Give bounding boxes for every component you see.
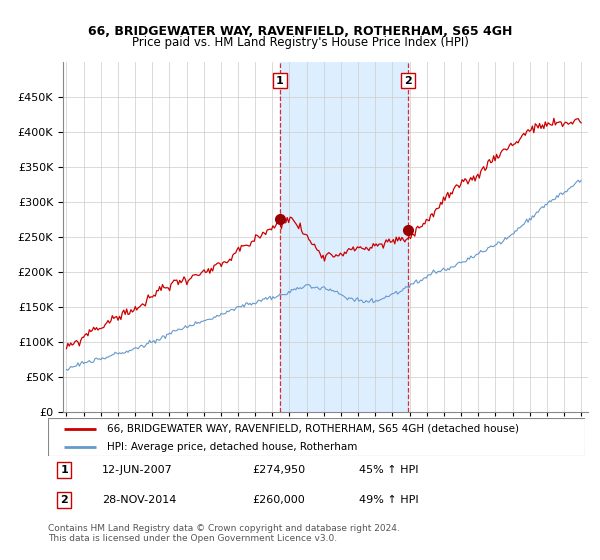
Bar	[280, 62, 408, 412]
Text: 2: 2	[60, 496, 68, 505]
Text: 66, BRIDGEWATER WAY, RAVENFIELD, ROTHERHAM, S65 4GH: 66, BRIDGEWATER WAY, RAVENFIELD, ROTHERH…	[88, 25, 512, 38]
Text: £274,950: £274,950	[252, 465, 305, 475]
Text: Contains HM Land Registry data © Crown copyright and database right 2024.
This d: Contains HM Land Registry data © Crown c…	[48, 524, 400, 543]
Text: 1: 1	[276, 76, 284, 86]
Text: 28-NOV-2014: 28-NOV-2014	[102, 496, 176, 505]
Text: £260,000: £260,000	[252, 496, 305, 505]
Text: 66, BRIDGEWATER WAY, RAVENFIELD, ROTHERHAM, S65 4GH (detached house): 66, BRIDGEWATER WAY, RAVENFIELD, ROTHERH…	[107, 424, 519, 434]
Text: 12-JUN-2007: 12-JUN-2007	[102, 465, 172, 475]
Text: HPI: Average price, detached house, Rotherham: HPI: Average price, detached house, Roth…	[107, 442, 358, 452]
Text: Price paid vs. HM Land Registry's House Price Index (HPI): Price paid vs. HM Land Registry's House …	[131, 36, 469, 49]
Text: 2: 2	[404, 76, 412, 86]
Text: 45% ↑ HPI: 45% ↑ HPI	[359, 465, 419, 475]
Text: 49% ↑ HPI: 49% ↑ HPI	[359, 496, 419, 505]
Text: 1: 1	[60, 465, 68, 475]
